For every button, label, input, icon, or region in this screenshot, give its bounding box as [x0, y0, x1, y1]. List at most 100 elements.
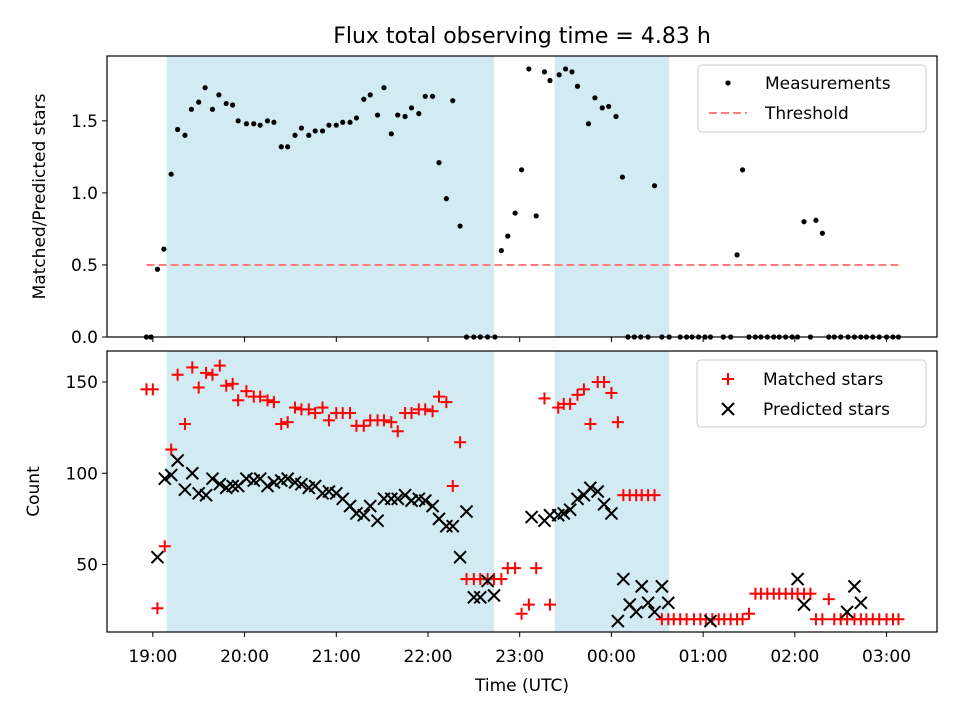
predicted-stars-point-b [260, 479, 275, 493]
matched-stars-point [240, 385, 253, 398]
matched-stars-point [275, 417, 288, 430]
predicted-stars-point [453, 550, 467, 564]
measurement-point [361, 96, 367, 102]
measurement-point [168, 171, 174, 177]
matched-stars-point [564, 397, 577, 410]
predicted-stars-point-b [150, 550, 165, 564]
predicted-stars-point [590, 484, 605, 499]
measurement-point [388, 131, 394, 137]
predicted-stars-point-b [524, 510, 539, 524]
predicted-stars-point [557, 506, 571, 521]
x-axis-label: Time (UTC) [474, 676, 569, 696]
bottom-series-predicted-stars [150, 453, 868, 628]
predicted-stars-point-b [192, 486, 206, 501]
predicted-stars-point-b [412, 492, 426, 506]
predicted-stars-point [473, 590, 487, 605]
matched-stars-point [261, 394, 274, 407]
top-y-tick-label: 1.5 [71, 112, 98, 132]
matched-stars-point [178, 417, 191, 430]
legend-top-frame [697, 64, 927, 133]
matched-stars-point [543, 598, 556, 611]
matched-stars-point [322, 414, 335, 427]
measurement-point [395, 112, 401, 118]
measurement-point [422, 93, 428, 99]
measurement-point [243, 121, 250, 127]
measurement-point [533, 213, 539, 219]
matched-stars-point [165, 443, 178, 456]
predicted-stars-point-b [583, 481, 598, 495]
predicted-stars-point-b [446, 519, 460, 533]
legend-top: Measurements Threshold [697, 64, 927, 133]
matched-stars-point [804, 587, 817, 600]
matched-stars-point [146, 383, 159, 396]
predicted-stars-point [847, 579, 862, 594]
x-tick-label: 21:00 [312, 647, 361, 667]
predicted-stars-point [363, 499, 377, 513]
measurement-point [613, 113, 619, 120]
measurement-point [209, 106, 216, 112]
matched-stars-point [433, 390, 445, 403]
measurement-point [599, 105, 605, 111]
predicted-stars-point-b [616, 572, 631, 586]
predicted-stars-point-b [459, 504, 474, 519]
matched-stars-point [232, 394, 245, 407]
predicted-stars-point-b [225, 479, 240, 493]
measurement-point [367, 92, 373, 98]
measurement-point [512, 210, 518, 216]
matched-stars-point [742, 607, 755, 620]
predicted-stars-point [225, 479, 240, 493]
matched-stars-point [385, 416, 398, 429]
measurement-point [619, 174, 626, 180]
legend-matched-marker [722, 373, 734, 385]
matched-stars-point [267, 396, 280, 409]
predicted-stars-point [467, 590, 481, 605]
predicted-stars-point-b [703, 614, 718, 628]
matched-stars-point [446, 480, 459, 493]
top-y-tick-label: 1.0 [71, 184, 98, 204]
predicted-stars-point [370, 513, 385, 528]
predicted-stars-point-b [185, 466, 199, 480]
matched-stars-point [254, 390, 267, 403]
predicted-stars-point [391, 492, 405, 506]
matched-stars-point [206, 368, 219, 381]
measurement-point [271, 119, 277, 125]
matched-stars-point [200, 366, 213, 379]
top-axes-frame [106, 55, 938, 338]
measurement-point [429, 93, 436, 99]
predicted-stars-point-b [205, 472, 220, 486]
matched-stars-point [816, 613, 829, 626]
measurement-point [416, 111, 422, 117]
measurement-point [450, 98, 456, 104]
matched-stars-point [440, 396, 453, 409]
predicted-stars-point-b [294, 477, 309, 491]
predicted-stars-point-b [473, 590, 487, 605]
matched-stars-point [151, 602, 164, 615]
measurement-point [381, 85, 387, 91]
measurement-point [443, 196, 449, 202]
bottom-series-matched-stars [140, 359, 905, 626]
predicted-stars-point [178, 482, 192, 497]
matched-stars-point [357, 419, 370, 432]
measurement-point [202, 85, 208, 91]
matched-stars-point [158, 540, 171, 553]
predicted-stars-point [164, 468, 178, 482]
top-observing-window-1 [554, 56, 670, 337]
predicted-stars-point-b [391, 492, 405, 506]
measurement-point [196, 99, 202, 105]
bottom-y-axis-label: Count [24, 466, 44, 517]
measurement-point [161, 246, 167, 252]
predicted-stars-point-b [253, 472, 267, 486]
predicted-stars-point-b [629, 605, 643, 619]
predicted-stars-point-b [840, 605, 854, 619]
legend-bottom-frame [696, 359, 927, 428]
predicted-stars-point-b [280, 472, 295, 486]
predicted-stars-point-b [611, 614, 625, 628]
legend-predicted-marker [721, 402, 735, 416]
predicted-stars-point [459, 504, 474, 519]
predicted-stars-point-b [170, 453, 185, 468]
predicted-stars-point [480, 574, 495, 588]
measurement-point [251, 121, 257, 127]
legend-predicted-label: Predicted stars [763, 400, 890, 420]
matched-stars-point [281, 416, 294, 429]
bottom-y-tick-label: 50 [76, 555, 98, 575]
